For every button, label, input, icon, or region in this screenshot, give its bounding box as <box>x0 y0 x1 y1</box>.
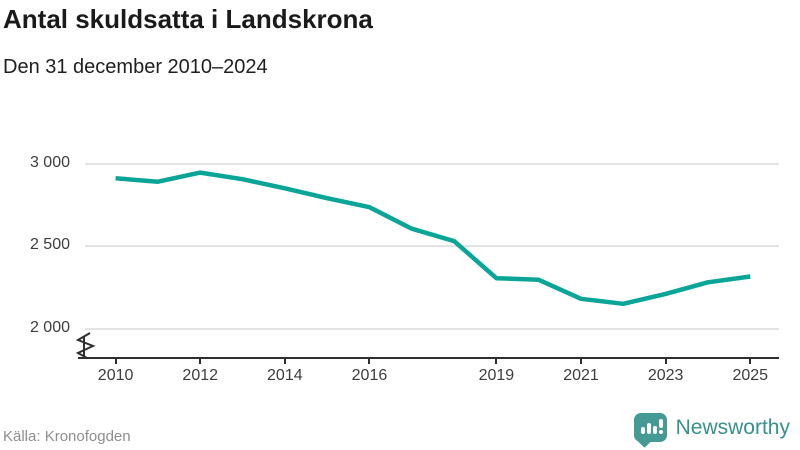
x-tick-2019 <box>495 358 498 364</box>
x-tick-label: 2025 <box>732 367 769 384</box>
newsworthy-wordmark: Newsworthy <box>675 415 790 439</box>
x-tick-2014 <box>283 358 286 364</box>
y-axis-stub <box>83 336 85 358</box>
newsworthy-chart-bubble-icon <box>633 413 667 448</box>
newsworthy-logo: Newsworthy <box>633 413 790 448</box>
y-tick-label: 2 500 <box>29 236 70 253</box>
source-label: Källa: Kronofogden <box>3 428 131 445</box>
x-axis-line <box>78 356 779 359</box>
x-tick-label: 2019 <box>478 367 515 384</box>
x-tick-2012 <box>199 358 202 364</box>
x-tick-label: 2010 <box>97 367 134 384</box>
gridline-2500 <box>85 245 779 247</box>
y-axis-break-icon <box>75 332 96 359</box>
x-tick-label: 2023 <box>647 367 684 384</box>
chart-line <box>115 170 751 307</box>
gridline-3000 <box>85 162 779 165</box>
x-tick-2021 <box>580 358 582 364</box>
x-tick-2010 <box>114 358 117 364</box>
x-tick-2025 <box>749 358 752 364</box>
x-tick-2016 <box>368 358 371 364</box>
x-tick-label: 2016 <box>351 367 388 384</box>
chart-title: Antal skuldsatta i Landskrona <box>3 4 373 34</box>
gridline-2000 <box>85 327 779 330</box>
x-tick-label: 2014 <box>267 367 303 384</box>
y-tick-label: 2 000 <box>29 318 70 336</box>
x-tick-2023 <box>664 358 667 364</box>
chart-subtitle: Den 31 december 2010–2024 <box>3 56 268 78</box>
x-tick-label: 2021 <box>563 367 599 384</box>
x-tick-label: 2012 <box>182 367 219 384</box>
y-tick-label: 3 000 <box>29 153 70 171</box>
